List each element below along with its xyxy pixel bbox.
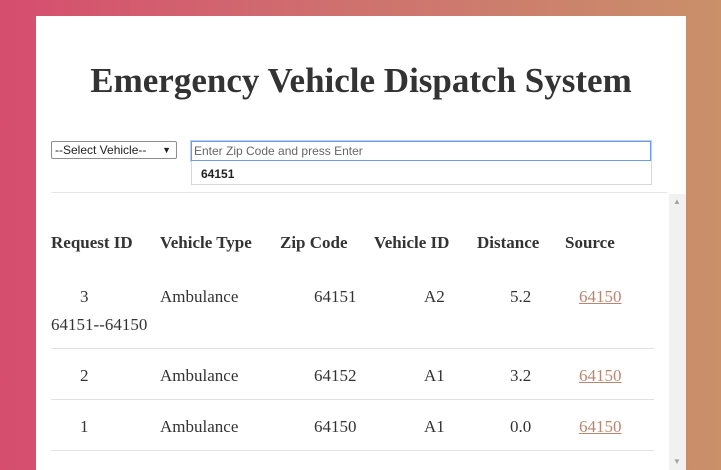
row-divider: [51, 399, 654, 400]
route: 64151--64150: [51, 315, 148, 334]
zip-code: 64151: [314, 287, 357, 306]
source-link[interactable]: 64150: [579, 417, 622, 436]
zip-code: 64152: [314, 366, 357, 385]
vehicle-select[interactable]: --Select Vehicle-- ▼: [51, 141, 177, 159]
col-header-request-id: Request ID: [51, 233, 133, 252]
caret-down-icon: ▼: [162, 145, 171, 155]
vehicle-id: A1: [424, 417, 445, 436]
page-title: Emergency Vehicle Dispatch System: [90, 61, 632, 100]
col-header-vehicle-type: Vehicle Type: [160, 233, 252, 252]
scroll-down-icon[interactable]: ▼: [673, 457, 681, 466]
zip-code: 64150: [314, 417, 357, 436]
main-card: Emergency Vehicle Dispatch System --Sele…: [36, 16, 686, 470]
distance: 5.2: [510, 287, 532, 306]
distance: 0.0: [510, 417, 532, 436]
zip-suggestion-item[interactable]: 64151: [191, 161, 652, 185]
source-link[interactable]: 64150: [579, 366, 622, 385]
col-header-vehicle-id: Vehicle ID: [374, 233, 450, 252]
vehicle-select-value: --Select Vehicle--: [55, 143, 147, 157]
request-id: 1: [80, 417, 89, 436]
col-header-distance: Distance: [477, 233, 540, 252]
divider: [51, 192, 667, 193]
source-link[interactable]: 64150: [579, 287, 622, 306]
request-id: 2: [80, 366, 89, 385]
col-header-zip-code: Zip Code: [280, 233, 348, 252]
vehicle-type: Ambulance: [160, 366, 239, 385]
vehicle-id: A2: [424, 287, 445, 306]
zip-code-input[interactable]: [191, 141, 651, 161]
row-divider: [51, 348, 654, 349]
request-id: 3: [80, 287, 89, 306]
vehicle-id: A1: [424, 366, 445, 385]
row-divider: [51, 450, 654, 451]
distance: 3.2: [510, 366, 532, 385]
scroll-up-icon[interactable]: ▲: [673, 197, 681, 206]
vehicle-type: Ambulance: [160, 287, 239, 306]
vertical-scrollbar[interactable]: ▲ ▼: [669, 194, 686, 470]
col-header-source: Source: [565, 233, 615, 252]
vehicle-type: Ambulance: [160, 417, 239, 436]
